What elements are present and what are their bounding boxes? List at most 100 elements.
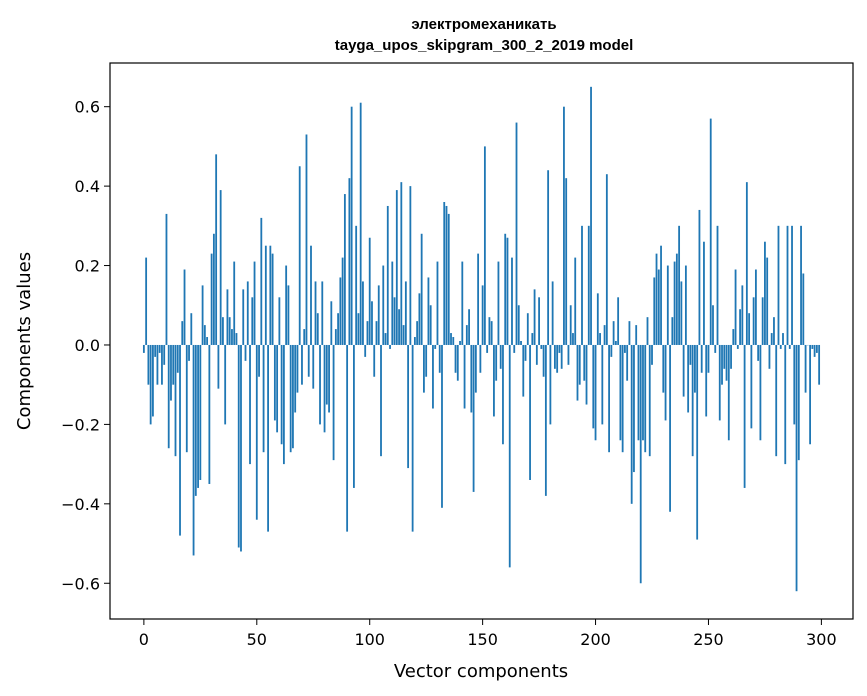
bar: [330, 301, 333, 345]
bar: [154, 344, 157, 357]
bar: [285, 265, 288, 345]
bar: [563, 106, 565, 345]
bar: [260, 217, 263, 345]
bar: [407, 344, 410, 469]
bar: [499, 344, 502, 369]
bar: [167, 344, 170, 449]
bar: [493, 344, 495, 417]
bar: [705, 344, 708, 417]
x-tick-label: 100: [354, 630, 385, 649]
bar: [542, 344, 545, 377]
bar: [813, 344, 816, 357]
bar: [709, 118, 712, 345]
bar: [721, 344, 723, 385]
bar: [782, 333, 784, 345]
bar: [289, 344, 292, 453]
bar: [515, 122, 518, 345]
bar: [296, 344, 299, 393]
bar: [228, 317, 231, 345]
bar: [775, 344, 778, 457]
bar: [529, 344, 531, 480]
bar: [522, 344, 525, 397]
bar: [556, 344, 559, 373]
bar: [576, 344, 579, 401]
bar: [432, 344, 434, 409]
bar: [750, 344, 753, 429]
bar: [526, 313, 529, 345]
bar: [815, 344, 818, 353]
bar: [163, 344, 166, 365]
bar: [282, 344, 285, 465]
bar: [574, 257, 577, 345]
bar: [680, 281, 683, 345]
bar: [703, 241, 705, 345]
bar: [768, 344, 771, 369]
bar: [811, 344, 814, 349]
bar: [739, 309, 741, 345]
bar: [488, 317, 491, 345]
bar: [316, 313, 319, 345]
bar: [590, 86, 592, 345]
bar: [251, 297, 254, 345]
bar: [222, 317, 224, 345]
y-tick-label: 0.0: [75, 336, 100, 355]
bar: [404, 281, 407, 345]
bar: [292, 344, 294, 449]
bar: [490, 321, 493, 345]
bar: [809, 344, 811, 445]
bar: [224, 344, 227, 425]
bar: [723, 344, 726, 369]
bar: [795, 344, 798, 592]
bar: [380, 344, 382, 457]
bar: [736, 344, 739, 349]
bar: [362, 281, 364, 345]
bar: [662, 344, 665, 393]
bar: [497, 261, 500, 345]
bar: [483, 146, 486, 345]
bar: [553, 344, 556, 369]
bar: [628, 321, 631, 345]
bar: [319, 344, 321, 425]
bar: [321, 281, 324, 345]
bar: [495, 344, 498, 381]
bar: [142, 344, 145, 353]
bar: [420, 233, 423, 345]
bar: [287, 285, 290, 345]
bar: [355, 225, 358, 345]
bar: [276, 344, 279, 433]
bar: [732, 329, 735, 345]
bar: [165, 213, 168, 345]
bar: [409, 186, 412, 345]
bar: [687, 344, 690, 413]
bar: [294, 344, 297, 413]
bar: [334, 329, 337, 345]
bar: [398, 309, 400, 345]
bar: [502, 344, 504, 445]
bar: [389, 344, 391, 349]
bar: [441, 344, 443, 508]
bar: [664, 344, 667, 421]
bar: [764, 241, 766, 345]
bar: [391, 261, 394, 345]
y-axis-label: Components values: [14, 252, 35, 430]
x-tick-label: 300: [806, 630, 837, 649]
bar: [174, 344, 177, 457]
bar: [508, 344, 511, 568]
bar: [242, 289, 245, 345]
bar: [375, 321, 378, 345]
bar: [538, 297, 540, 345]
bar: [332, 344, 335, 461]
bar: [147, 344, 150, 385]
bar: [712, 305, 714, 345]
bar: [368, 237, 371, 345]
bar: [269, 245, 272, 345]
bar: [156, 344, 159, 385]
bar: [418, 293, 421, 345]
bar: [447, 213, 450, 345]
bar: [793, 344, 796, 425]
bar: [626, 344, 629, 381]
bar: [172, 344, 175, 385]
y-tick-label: −0.6: [61, 574, 100, 593]
bar: [312, 344, 315, 389]
bar: [461, 261, 464, 345]
